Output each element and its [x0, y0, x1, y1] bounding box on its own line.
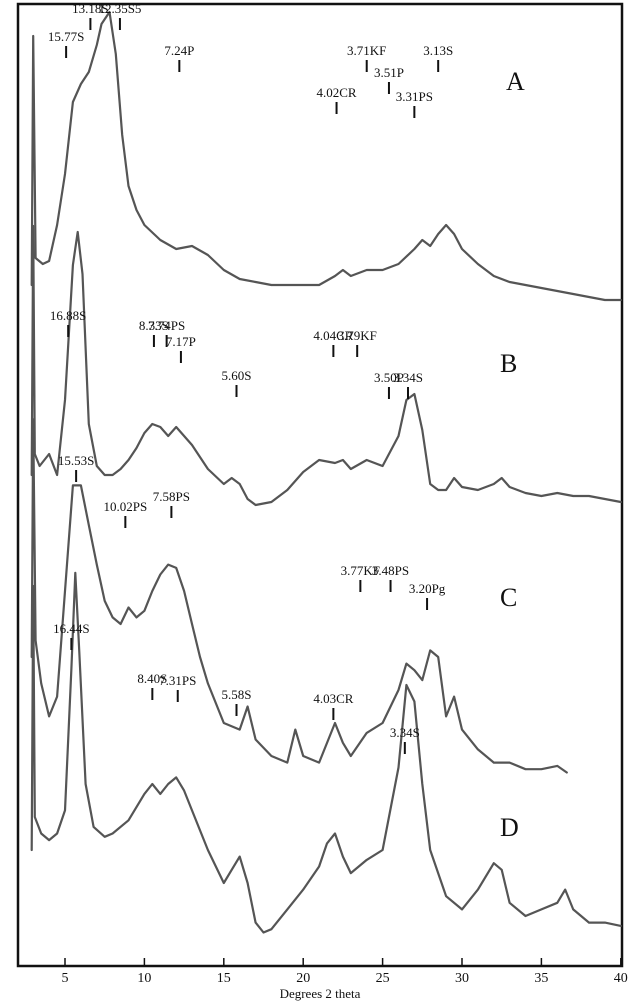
annotation-label: 12.35S5 — [98, 1, 141, 16]
x-tick-label: 35 — [534, 971, 548, 986]
annotation-label: 10.02PS — [103, 499, 147, 514]
annotation-label: 8.33S — [139, 318, 169, 333]
x-axis: 5 10 15 20 25 30 35 40 — [62, 958, 628, 986]
annotation-label: 5.60S — [222, 368, 252, 383]
x-tick-label: 15 — [217, 971, 231, 986]
annotation-label: 7.24P — [164, 43, 194, 58]
x-axis-label: Degrees 2 theta — [280, 986, 361, 1001]
annotation-label: 4.04CR — [313, 328, 353, 343]
x-tick-label: 40 — [614, 971, 628, 986]
panel-letter-a: A — [506, 67, 525, 96]
annotation-label: 7.31PS — [159, 673, 196, 688]
x-tick-label: 20 — [296, 971, 310, 986]
annotation-label: 5.58S — [222, 687, 252, 702]
annotation-label: 15.77S — [48, 29, 84, 44]
annotation-label: 3.34S — [390, 725, 420, 740]
annotation-label: 3.31PS — [396, 89, 433, 104]
annotation-label: 7.58PS — [153, 489, 190, 504]
annotation-label: 7.17P — [166, 334, 196, 349]
annotation-label: 7.74PS — [148, 318, 185, 333]
annotation-label: 15.53S — [58, 453, 94, 468]
panel-letter-b: B — [500, 349, 517, 378]
plot-frame — [16, 2, 624, 968]
x-tick-label: 30 — [455, 971, 469, 986]
annotation-label: 4.03CR — [313, 691, 353, 706]
panel-letter-c: C — [500, 583, 517, 612]
annotation-label: 8.40S — [137, 671, 167, 686]
annotation-label: 3.77KF — [341, 563, 380, 578]
trace-a — [30, 10, 622, 302]
annotation-label: 3.34S — [393, 370, 423, 385]
diffraction-traces — [30, 10, 622, 934]
x-tick-label: 5 — [62, 971, 69, 986]
annotation-label: 3.50P — [374, 370, 404, 385]
annotation-label: 3.48PS — [372, 563, 409, 578]
panel-letter-d: D — [500, 813, 519, 842]
annotation-label: 4.02CR — [317, 85, 357, 100]
annotation-label: 3.71KF — [347, 43, 386, 58]
annotation-label: 3.79KF — [338, 328, 377, 343]
x-tick-label: 25 — [376, 971, 390, 986]
annotation-label: 3.51P — [374, 65, 404, 80]
annotation-label: 3.13S — [423, 43, 453, 58]
annotation-label: 13.18S — [72, 1, 108, 16]
panel-letters: A B C D — [500, 67, 525, 842]
trace-b — [30, 224, 622, 507]
annotation-label: 3.20Pg — [409, 581, 446, 596]
annotation-label: 16.88S — [50, 308, 86, 323]
trace-d — [30, 571, 622, 934]
x-tick-label: 10 — [137, 971, 151, 986]
annotation-label: 16.44S — [53, 621, 89, 636]
trace-c — [30, 418, 568, 774]
